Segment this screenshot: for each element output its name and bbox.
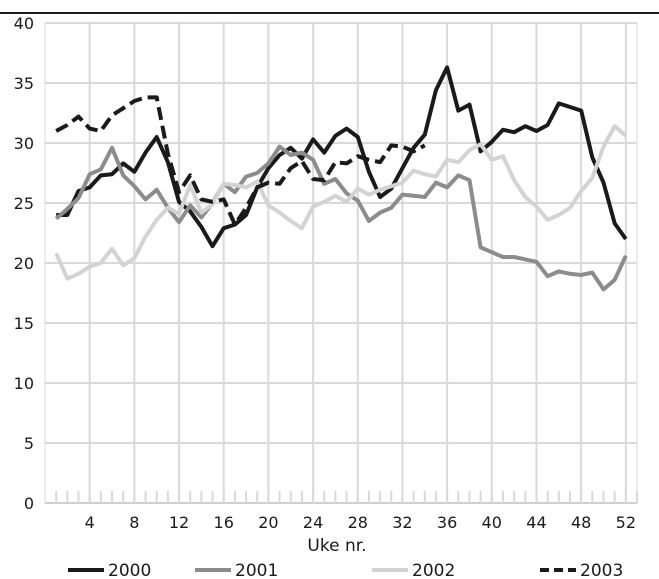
x-tick-label: 20 [258,513,278,532]
x-tick-label: 32 [392,513,412,532]
x-tick-label: 52 [616,513,636,532]
series-line-2003 [55,95,426,227]
y-tick-label: 5 [24,434,34,453]
legend-label-2001: 2001 [235,561,278,579]
y-tick-label: 20 [14,254,34,273]
x-tick-label: 28 [348,513,368,532]
y-tick-label: 15 [14,314,34,333]
x-tick-label: 8 [129,513,139,532]
y-tick-label: 10 [14,374,34,393]
y-tick-label: 30 [14,134,34,153]
x-axis-label: Uke nr. [307,536,366,556]
y-tick-label: 40 [14,14,34,33]
y-tick-label: 35 [14,74,34,93]
grid [44,22,638,504]
legend-label-2003: 2003 [580,561,623,579]
x-tick-label: 36 [437,513,457,532]
series-line-2001 [54,144,628,292]
y-tick-label: 0 [24,494,34,513]
x-tick-label: 44 [526,513,546,532]
legend: 2000 2001 2002 2003 [68,561,623,579]
y-tick-label: 25 [14,194,34,213]
x-tick-label: 24 [303,513,323,532]
x-tick-label: 40 [482,513,502,532]
legend-label-2002: 2002 [412,561,455,579]
x-tick-label: 12 [169,513,189,532]
x-tick-label: 4 [85,513,95,532]
axes [45,491,638,504]
legend-label-2000: 2000 [108,561,151,579]
series-line-2002 [54,124,628,281]
x-tick-label: 48 [571,513,591,532]
series-line-2000 [56,65,628,249]
x-tick-label: 16 [214,513,234,532]
series-lines [54,65,628,292]
